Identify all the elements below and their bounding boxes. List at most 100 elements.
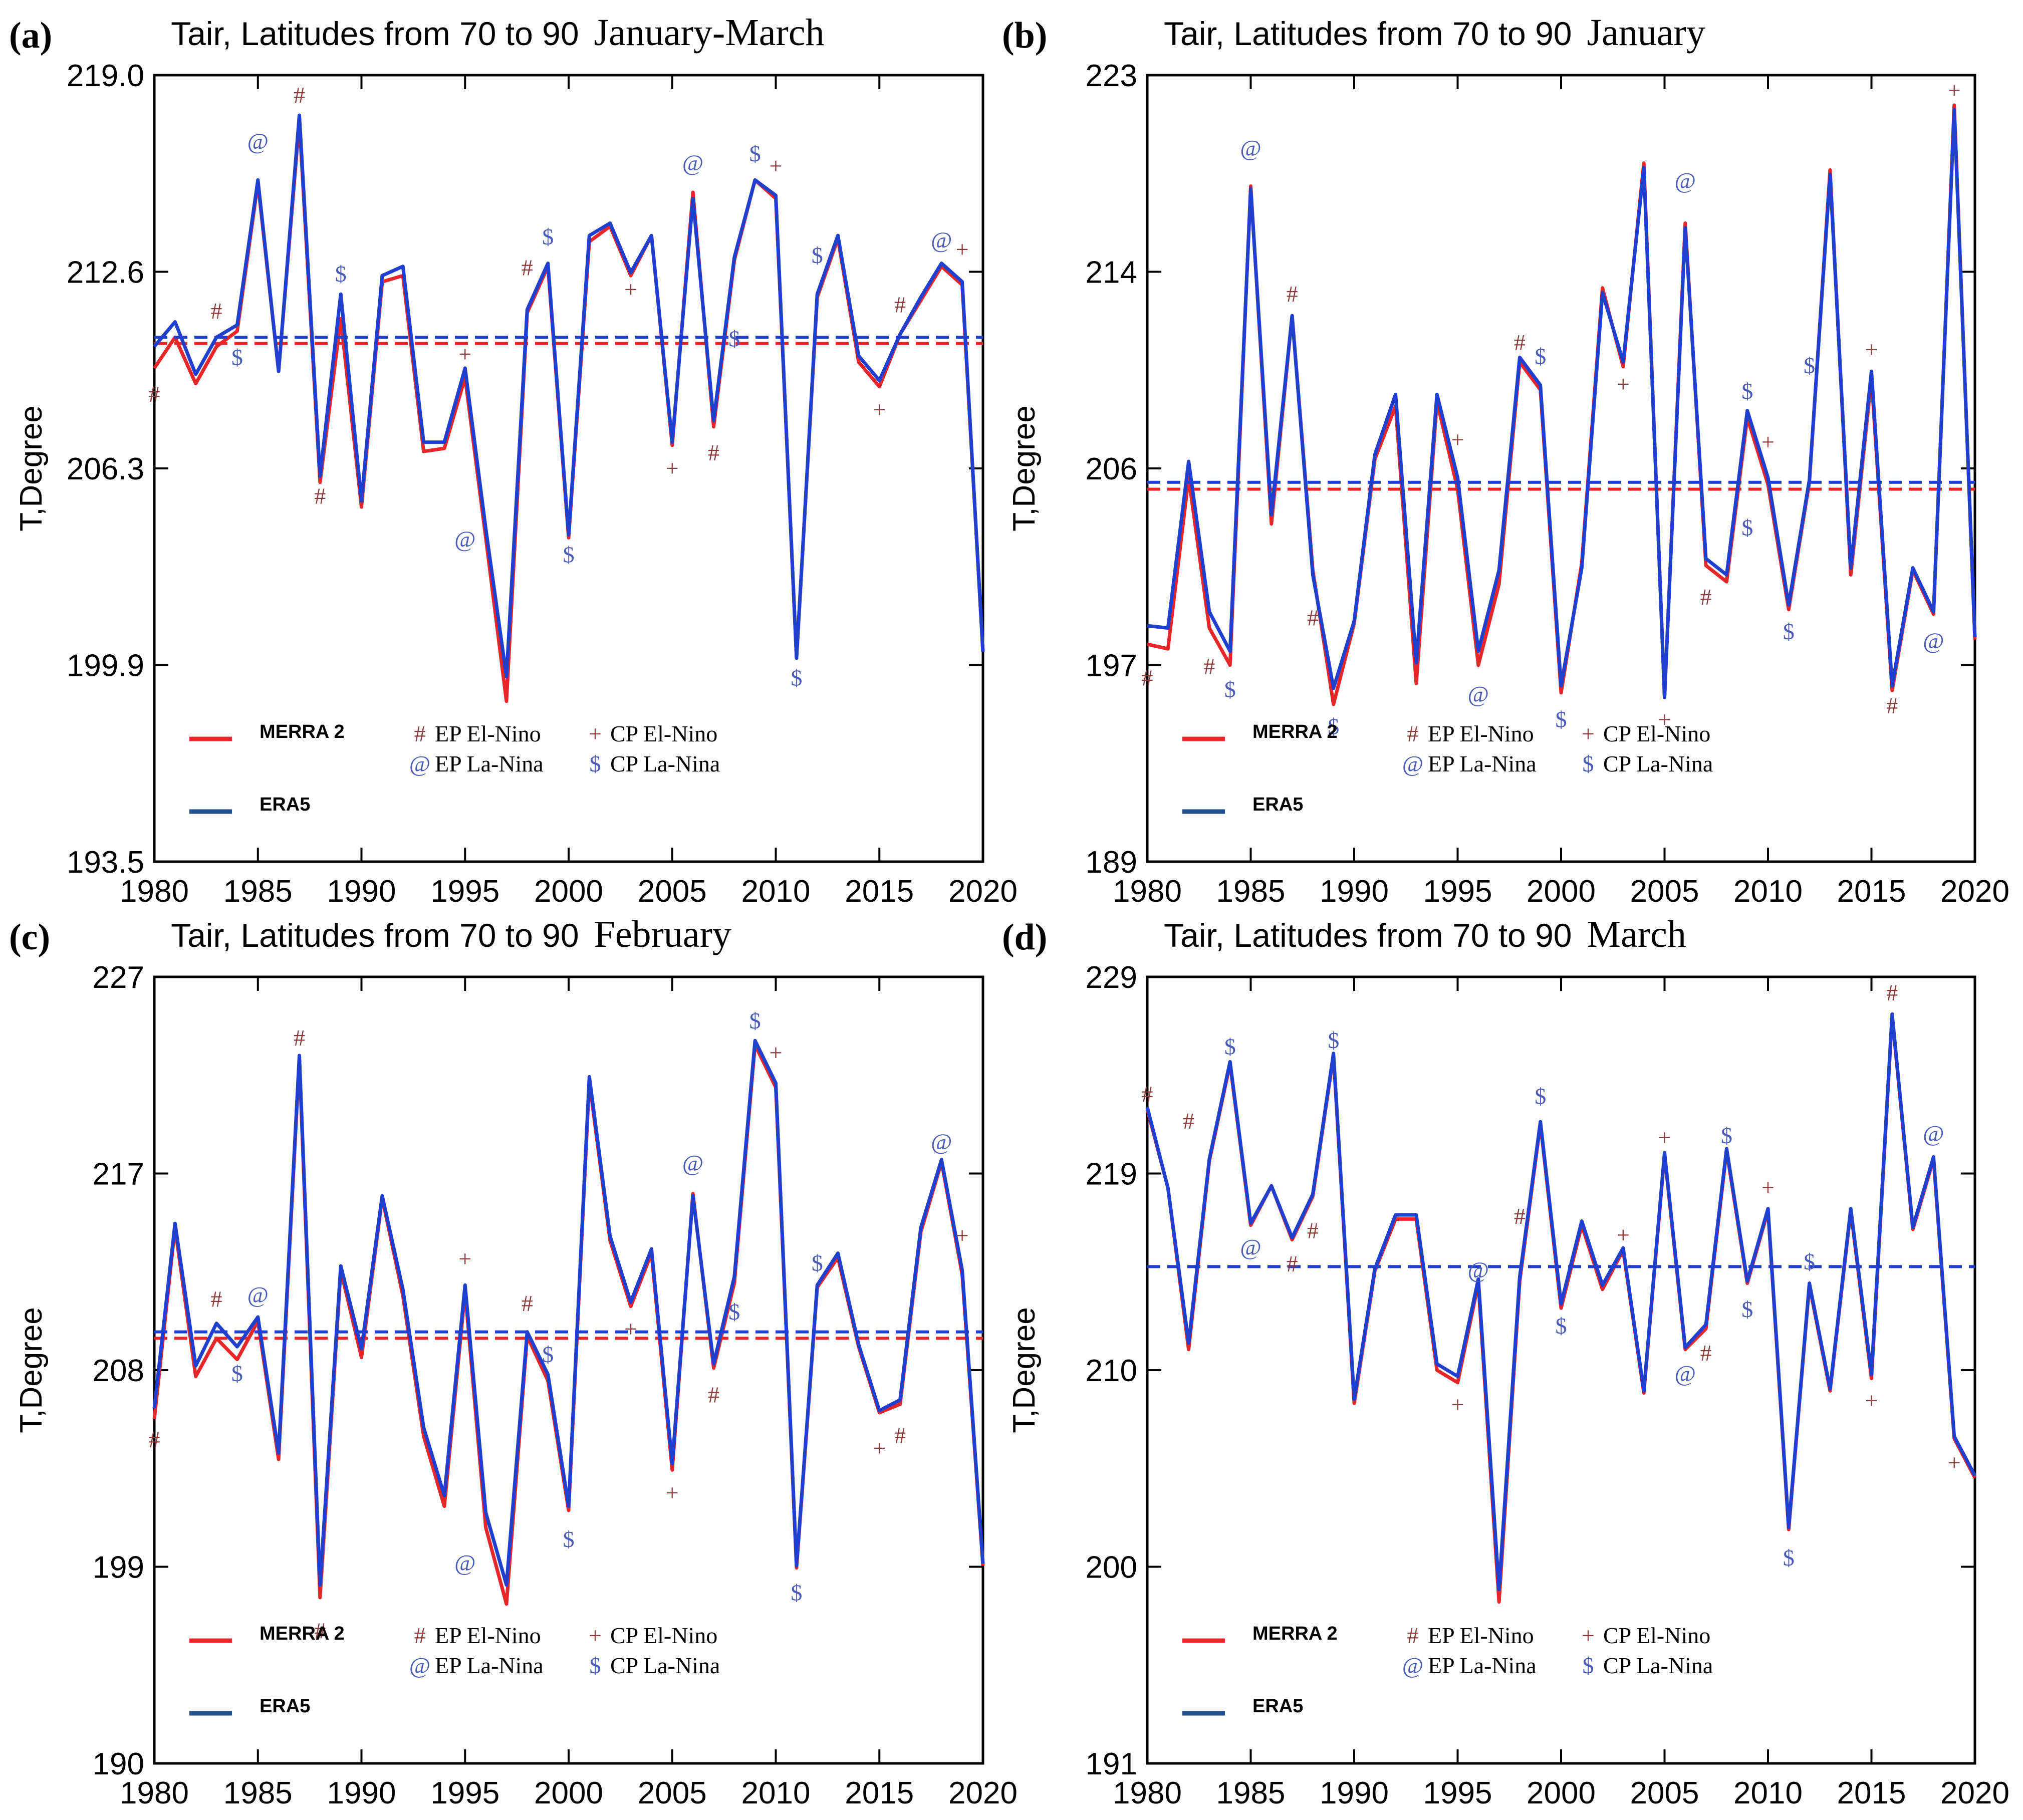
enso-marker-cp-lanina: $	[1224, 1033, 1236, 1059]
enso-marker-cp-lanina: $	[231, 344, 243, 370]
x-tick-label: 1990	[327, 874, 396, 909]
enso-marker-ep-lanina: @	[1923, 628, 1944, 654]
enso-marker-cp-lanina: $	[1783, 619, 1795, 644]
enso-marker-ep-elnino: #	[1203, 654, 1215, 679]
enso-marker-cp-elnino: +	[624, 1316, 637, 1342]
y-tick-label: 206	[1086, 452, 1137, 486]
y-tick-label: 223	[1086, 59, 1137, 93]
legend-symbol-cp-elnino: +	[589, 721, 602, 746]
enso-marker-cp-elnino: +	[624, 277, 637, 302]
y-tick-label: 208	[93, 1354, 144, 1388]
enso-marker-ep-elnino: #	[314, 483, 326, 508]
enso-marker-cp-lanina: $	[231, 1361, 243, 1386]
y-tick-label: 197	[1086, 649, 1137, 683]
enso-marker-ep-elnino: #	[314, 1618, 326, 1644]
enso-marker-ep-elnino: #	[1307, 605, 1319, 631]
series-line-merra2	[153, 119, 985, 703]
y-tick-label: 206.3	[67, 452, 144, 486]
enso-marker-ep-elnino: #	[1142, 665, 1153, 691]
legend-label-cp-elnino: CP El-Nino	[610, 721, 717, 746]
enso-marker-ep-elnino: #	[1700, 1340, 1712, 1366]
enso-marker-cp-lanina: $	[1556, 707, 1567, 732]
x-tick-label: 2020	[948, 1776, 1018, 1810]
x-tick-label: 1985	[223, 874, 293, 909]
legend-label-ep-lanina: EP La-Nina	[435, 751, 544, 776]
enso-marker-ep-elnino: #	[894, 292, 906, 318]
x-tick-label: 1995	[1423, 1776, 1492, 1810]
enso-marker-ep-elnino: #	[522, 1290, 533, 1316]
panel-label: (b)	[1002, 15, 1047, 56]
legend-label-ep-elnino: EP El-Nino	[435, 721, 541, 746]
x-tick-label: 2005	[1630, 874, 1699, 909]
legend-symbol-ep-elnino: #	[414, 1623, 426, 1648]
legend-label-cp-elnino: CP El-Nino	[1603, 721, 1710, 746]
legend-label-cp-lanina: CP La-Nina	[1603, 751, 1713, 776]
enso-marker-cp-lanina: $	[1556, 1313, 1567, 1339]
enso-marker-cp-lanina: $	[1535, 1084, 1546, 1109]
plot-frame	[153, 74, 984, 863]
enso-marker-ep-elnino: #	[294, 1025, 305, 1051]
x-tick-label: 1985	[1216, 874, 1286, 909]
enso-marker-ep-elnino: #	[211, 1286, 222, 1312]
chart-title-period: January	[1587, 12, 1705, 54]
enso-marker-cp-lanina: $	[1804, 353, 1815, 378]
enso-marker-cp-lanina: $	[1741, 514, 1753, 540]
series-line-merra2	[152, 1043, 985, 1606]
y-tick-label: 210	[1086, 1354, 1137, 1388]
enso-marker-ep-lanina: @	[454, 527, 475, 552]
y-tick-label: 219.0	[67, 59, 144, 93]
enso-marker-ep-lanina: @	[931, 227, 952, 252]
x-tick-label: 1980	[1113, 874, 1182, 909]
x-tick-label: 2000	[534, 1776, 603, 1810]
legend-label-merra2: MERRA 2	[260, 721, 345, 742]
legend-label-merra2: MERRA 2	[260, 1623, 345, 1644]
enso-marker-ep-elnino: #	[1886, 693, 1898, 718]
enso-marker-cp-lanina: $	[1328, 1027, 1339, 1053]
legend-symbol-ep-lanina: @	[409, 751, 430, 776]
enso-marker-ep-elnino: #	[149, 1427, 160, 1452]
x-tick-label: 1995	[430, 874, 499, 909]
enso-marker-cp-lanina: $	[1224, 677, 1236, 702]
legend-label-merra2: MERRA 2	[1252, 1623, 1338, 1644]
enso-marker-ep-elnino: #	[522, 255, 533, 281]
enso-marker-cp-elnino: +	[770, 153, 783, 179]
enso-marker-cp-elnino: +	[1761, 429, 1775, 455]
enso-marker-cp-elnino: +	[1617, 1222, 1630, 1247]
x-tick-label: 1990	[1320, 1776, 1389, 1810]
enso-marker-ep-elnino: #	[1287, 281, 1298, 307]
chart-title-main: Tair, Latitudes from 70 to 90	[171, 917, 579, 954]
enso-marker-cp-lanina: $	[749, 1008, 761, 1033]
enso-marker-cp-lanina: $	[1783, 1545, 1795, 1571]
series-line-merra2	[1145, 1014, 1977, 1604]
legend-label-ep-elnino: EP El-Nino	[435, 1623, 541, 1648]
chart-panel-d: (d) Tair, Latitudes from 70 to 90 March 191…	[1002, 913, 2009, 1810]
legend-symbol-cp-lanina: $	[590, 751, 601, 776]
legend-symbol-cp-elnino: +	[1582, 1623, 1595, 1648]
enso-marker-cp-elnino: +	[666, 1480, 679, 1505]
enso-marker-cp-lanina: $	[1741, 378, 1753, 404]
y-tick-label: 193.5	[67, 845, 144, 880]
legend-symbol-cp-lanina: $	[1583, 1653, 1594, 1678]
enso-marker-ep-lanina: @	[247, 128, 269, 154]
enso-marker-cp-lanina: $	[1535, 344, 1546, 369]
legend-label-ep-elnino: EP El-Nino	[1428, 1623, 1534, 1648]
x-tick-label: 1985	[223, 1776, 293, 1810]
chart-title: Tair, Latitudes from 70 to 90 January	[1164, 12, 1705, 54]
enso-marker-ep-lanina: @	[454, 1550, 475, 1576]
enso-marker-cp-elnino: +	[1658, 1125, 1671, 1150]
y-tick-label: 229	[1086, 960, 1137, 995]
x-tick-label: 2010	[741, 874, 811, 909]
enso-marker-cp-elnino: +	[873, 397, 886, 422]
x-tick-label: 1995	[430, 1776, 499, 1810]
legend-symbol-ep-lanina: @	[409, 1653, 430, 1678]
y-tick-label: 191	[1086, 1747, 1137, 1781]
enso-marker-ep-elnino: #	[1307, 1218, 1319, 1243]
enso-marker-cp-lanina: $	[749, 141, 761, 166]
enso-marker-ep-lanina: @	[247, 1282, 269, 1308]
legend-symbol-cp-elnino: +	[589, 1623, 602, 1648]
panel-label: (c)	[9, 917, 50, 958]
enso-marker-cp-elnino: +	[1451, 1392, 1464, 1417]
chart-title-period: January-March	[594, 12, 825, 54]
enso-marker-cp-elnino: +	[1865, 1388, 1878, 1413]
